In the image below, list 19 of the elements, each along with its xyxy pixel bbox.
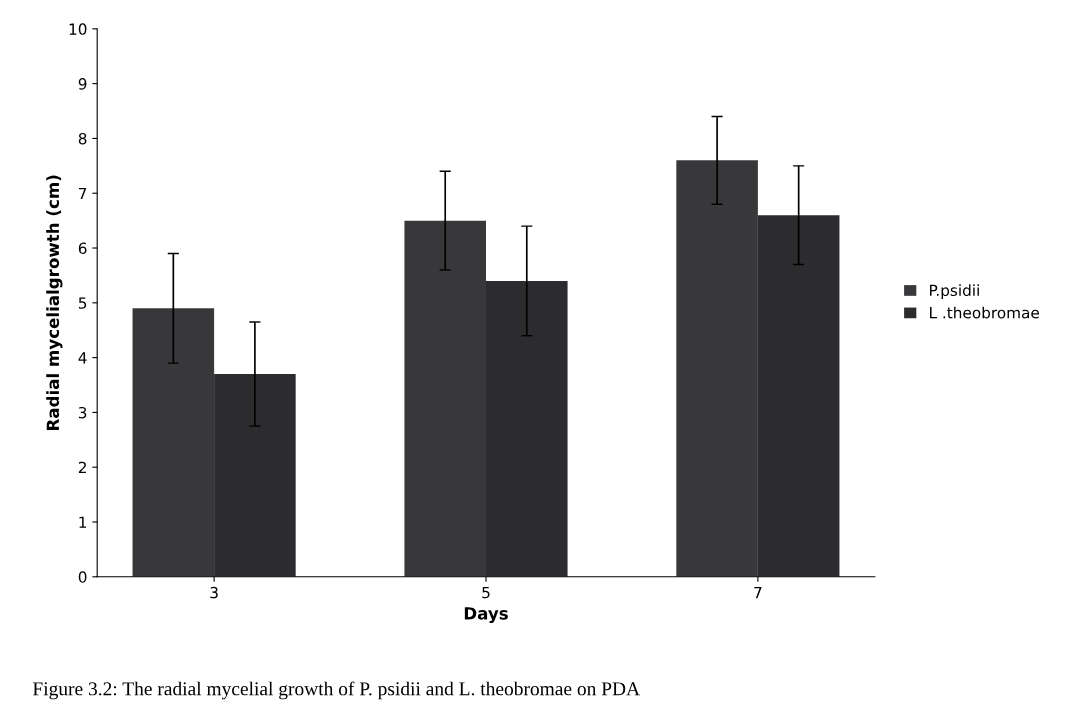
legend-label: L .theobromae [930, 306, 1039, 319]
y-tick-label: 4 [78, 352, 87, 364]
y-tick-label: 7 [79, 187, 87, 200]
y-tick-label: 3 [78, 406, 87, 419]
y-tick-label: 1 [79, 516, 87, 528]
y-tick-label: 0 [78, 571, 87, 583]
y-tick-label: 8 [78, 132, 87, 145]
x-tick-label: 3 [210, 586, 218, 599]
legend-label: P.psidii [930, 284, 979, 299]
y-tick-label: 10 [69, 23, 87, 35]
caption: Figure 3.2: The radial mycelial growth of P. psidii and L. theobromae on PDA [32, 681, 640, 700]
x-axis-title: Days [464, 607, 508, 623]
y-tick-label: 5 [78, 297, 87, 309]
x-tick-label: 5 [482, 586, 490, 599]
y-tick-label: 6 [78, 242, 87, 255]
y-tick-label: 2 [78, 461, 86, 474]
x-tick-label: 7 [754, 586, 762, 599]
y-axis-title: Radial mycelialgrowth (cm) [46, 175, 63, 430]
y-tick-label: 9 [78, 78, 87, 90]
